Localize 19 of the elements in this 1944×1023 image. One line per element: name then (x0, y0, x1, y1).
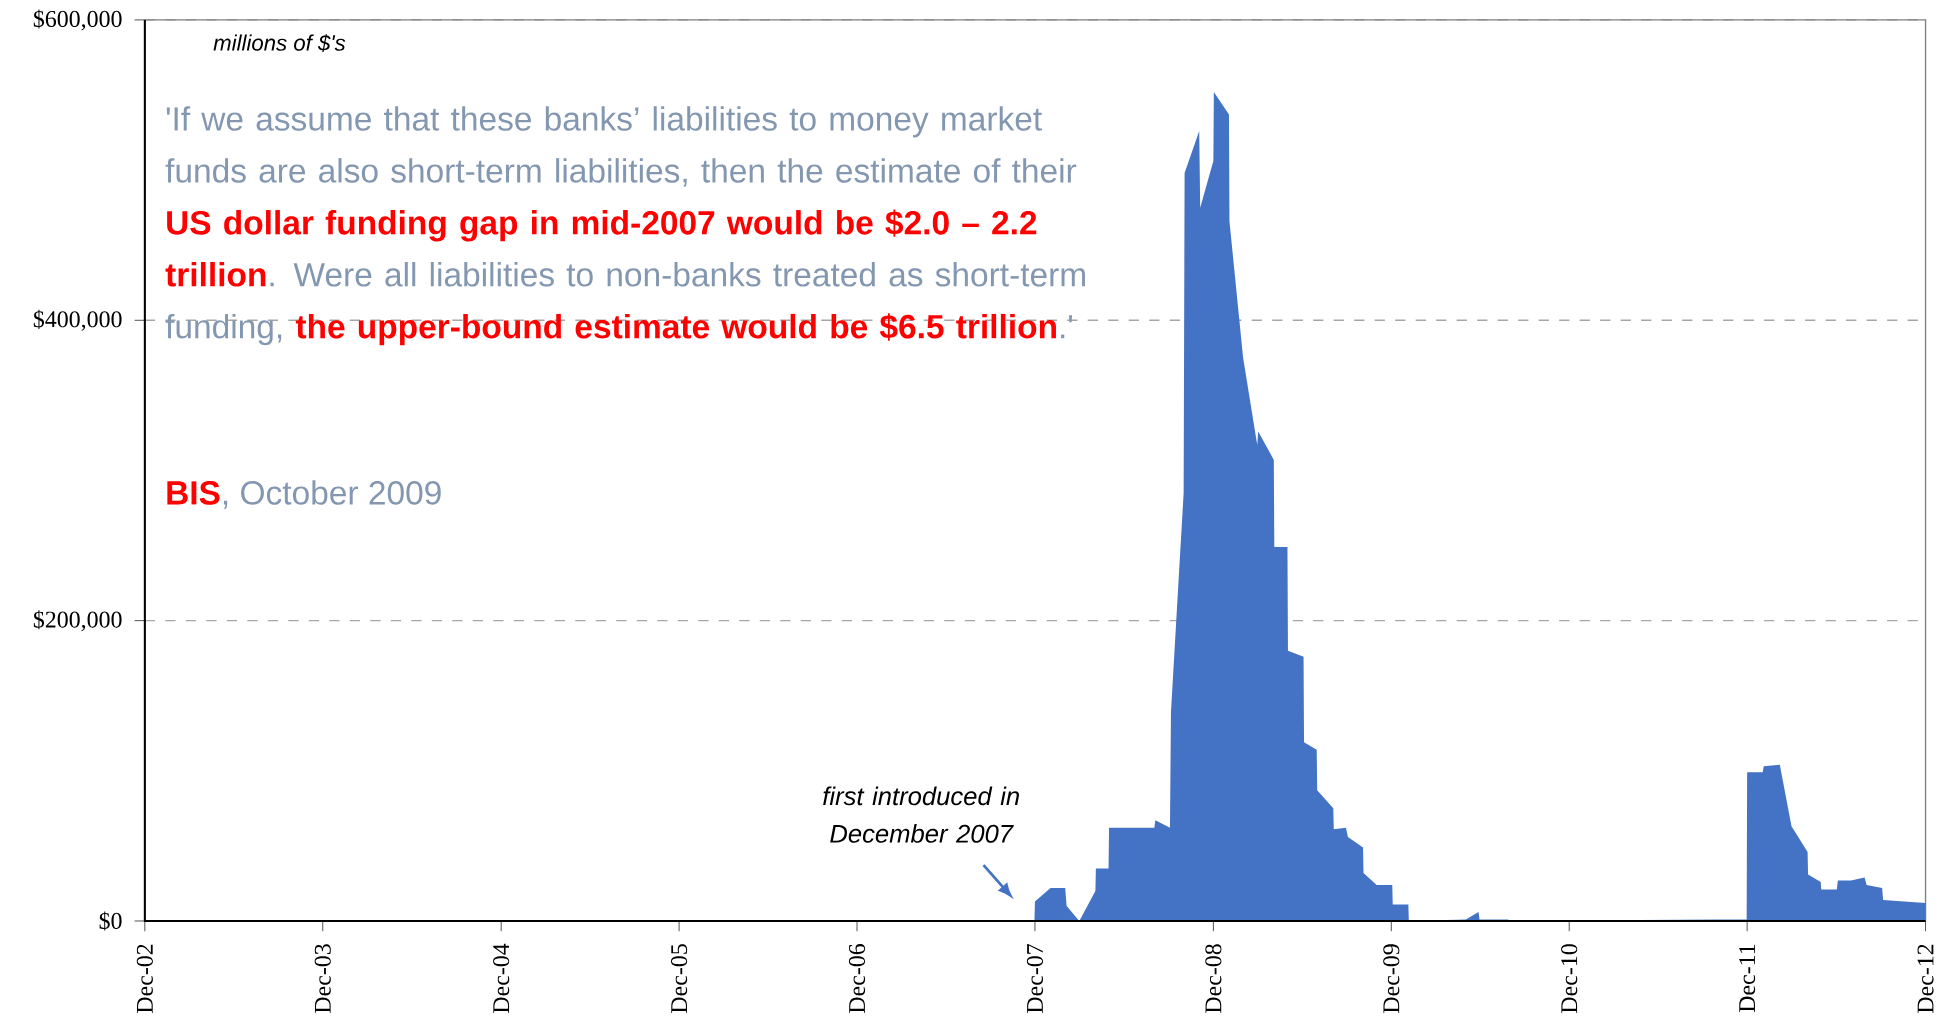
x-tick-label: Dec-11 (1739, 944, 1756, 1013)
x-tick-label: Dec-06 (848, 943, 866, 1013)
x-tick-label: Dec-02 (136, 944, 153, 1013)
y-tick-label: $600,000 (33, 9, 122, 31)
x-tick-label: Dec-05 (671, 944, 688, 1013)
y-tick-label: $0 (99, 911, 122, 931)
annotation: 'If we assume that these banks’ liabilities to money market funds are also short-term liabilities, then the estimate of their US dollar funding gap in mid-2007 would be $2.0 – 2.2 trillion. Were all liabilities to non-banks treated as short-term funding, the upper-bound estimate would be $6.5 trillion.' (165, 106, 1085, 346)
x-tick-label: Dec-10 (1561, 944, 1578, 1013)
annotation: BIS, October 2009 (167, 480, 441, 509)
x-tick-label: Dec-08 (1205, 944, 1222, 1013)
x-tick-label: Dec-09 (1383, 944, 1400, 1013)
x-tick-label: Dec-03 (314, 944, 331, 1013)
x-tick-label: Dec-12 (1917, 944, 1934, 1013)
x-tick-label: Dec-04 (493, 943, 510, 1013)
annotation: first introduced in December 2007 (823, 786, 1019, 843)
y-tick-label: $400,000 (33, 309, 122, 331)
x-tick-label: Dec-07 (1026, 943, 1043, 1013)
y-tick-label: $200,000 (33, 610, 122, 632)
annotation: millions of $'s (213, 34, 346, 53)
